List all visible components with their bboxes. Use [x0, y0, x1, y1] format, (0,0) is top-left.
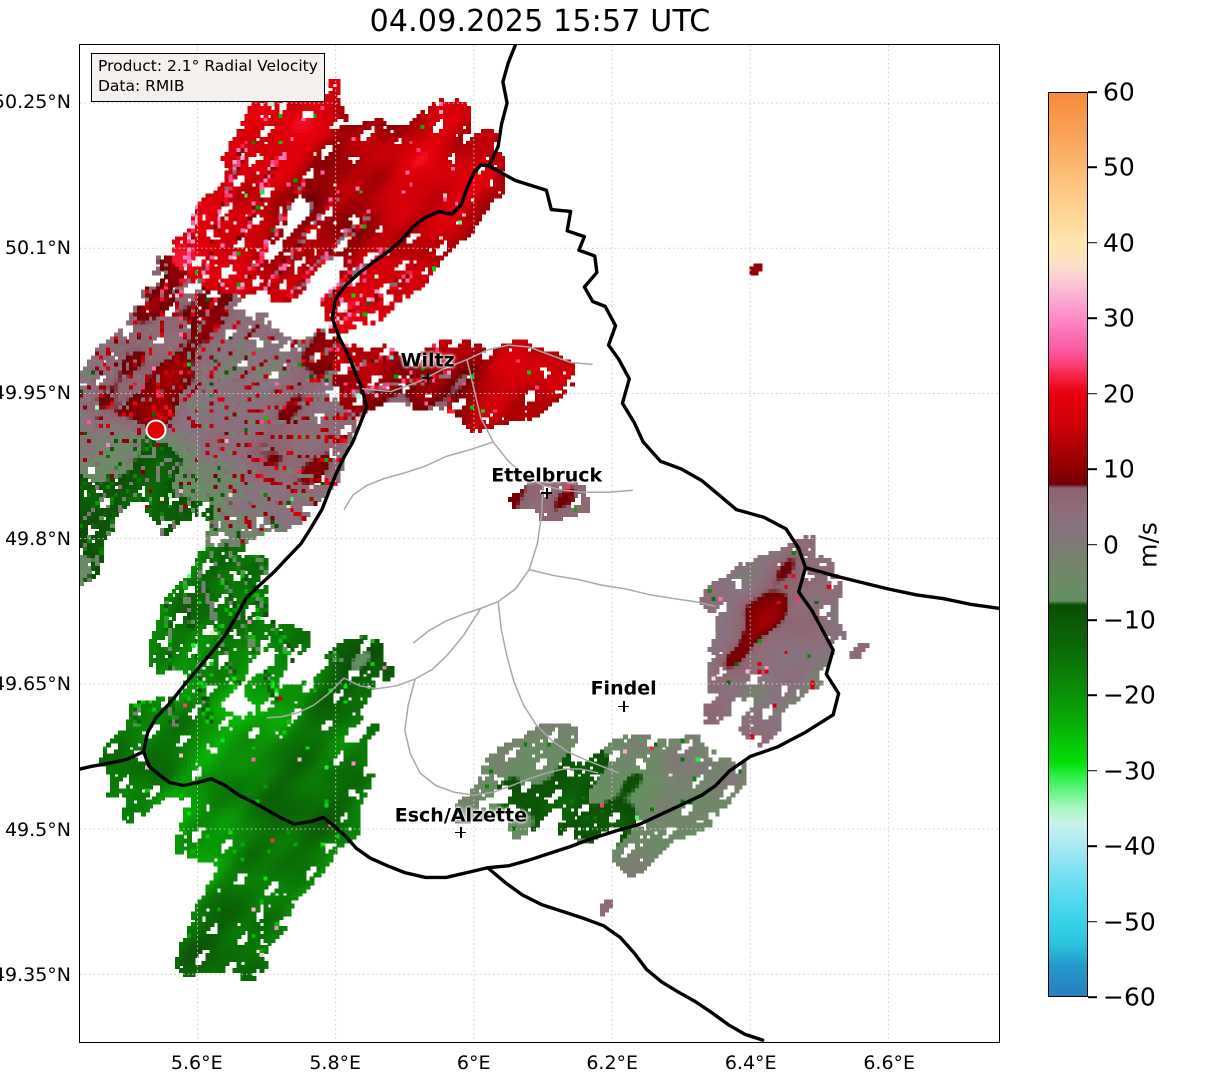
- map-vector-layer: [80, 45, 999, 1042]
- colorbar-tick: [1088, 242, 1097, 244]
- longitude-tick-label: 5.6°E: [170, 1052, 223, 1074]
- colorbar-tick: [1088, 392, 1097, 395]
- longitude-tick-label: 5.8°E: [309, 1052, 362, 1074]
- colorbar-axis-label: m/s: [1133, 522, 1163, 568]
- colorbar-tick: [1088, 166, 1097, 169]
- radar-site-marker: [145, 419, 167, 441]
- page-title: 04.09.2025 15:57 UTC: [369, 4, 711, 39]
- longitude-tick-label: 6.6°E: [863, 1052, 916, 1074]
- city-marker: Findel: [591, 678, 657, 712]
- internal-boundary: [266, 677, 345, 719]
- longitude-tick-label: 6.2°E: [586, 1052, 639, 1074]
- colorbar-tick-label: 50: [1103, 152, 1135, 182]
- colorbar-tick: [1088, 317, 1097, 320]
- city-marker: Ettelbruck: [491, 465, 602, 499]
- internal-boundary: [412, 485, 544, 644]
- colorbar-tick: [1088, 845, 1097, 847]
- colorbar-gradient: [1048, 92, 1088, 997]
- internal-boundary: [528, 568, 716, 608]
- latitude-tick-label: 49.95°N: [0, 382, 71, 405]
- colorbar-tick: [1088, 543, 1097, 546]
- national-border: [487, 45, 518, 168]
- colorbar-tick-label: −10: [1103, 605, 1156, 635]
- city-marker: Esch/Alzette: [395, 804, 527, 839]
- colorbar-tick: [1088, 91, 1097, 93]
- radar-reflectivity-layer: [80, 45, 999, 1042]
- latitude-tick-label: 49.65°N: [0, 673, 71, 696]
- product-legend-box: Product: 2.1° Radial Velocity Data: RMIB: [91, 53, 325, 102]
- colorbar-tick: [1088, 920, 1097, 923]
- internal-boundary: [361, 344, 593, 393]
- city-label: Findel: [590, 677, 657, 700]
- city-cross-icon: [455, 827, 467, 839]
- national-border-luxembourg: [141, 163, 841, 880]
- national-border: [486, 866, 765, 1042]
- map-axes[interactable]: Product: 2.1° Radial Velocity Data: RMIB…: [79, 44, 1000, 1043]
- city-label: Wiltz: [400, 349, 455, 372]
- colorbar-tick-label: 0: [1103, 530, 1119, 559]
- colorbar-tick-label: 10: [1103, 454, 1135, 484]
- latitude-tick-label: 49.35°N: [0, 964, 71, 987]
- latitude-tick-label: 49.8°N: [4, 527, 71, 550]
- colorbar-tick-label: 40: [1103, 228, 1135, 258]
- longitude-tick-label: 6°E: [456, 1052, 491, 1074]
- internal-boundary: [343, 441, 494, 511]
- colorbar-tick-label: 30: [1103, 303, 1135, 333]
- colorbar-tick-label: −30: [1103, 756, 1156, 786]
- city-marker: Wiltz: [401, 349, 455, 384]
- internal-boundary: [343, 607, 482, 690]
- legend-data-line: Data: RMIB: [98, 76, 185, 95]
- internal-boundary: [466, 359, 633, 493]
- colorbar-tick-label: 60: [1103, 77, 1135, 107]
- city-label: Esch/Alzette: [394, 804, 527, 827]
- legend-product-line: Product: 2.1° Radial Velocity: [98, 57, 318, 75]
- colorbar-tick: [1088, 769, 1097, 772]
- city-cross-icon: [541, 487, 553, 499]
- colorbar-tick-label: −60: [1103, 982, 1156, 1012]
- colorbar-tick-label: −50: [1103, 907, 1156, 937]
- latitude-tick-label: 50.1°N: [4, 236, 71, 259]
- colorbar-tick: [1088, 468, 1097, 470]
- national-border: [803, 565, 999, 611]
- colorbar-tick: [1088, 694, 1097, 697]
- colorbar-tick: [1088, 619, 1097, 621]
- internal-boundary: [497, 601, 620, 774]
- colorbar-tick-label: −40: [1103, 831, 1156, 861]
- national-border: [80, 749, 146, 771]
- colorbar-tick-label: −20: [1103, 680, 1156, 710]
- city-label: Ettelbruck: [491, 464, 603, 487]
- latitude-tick-label: 50.25°N: [0, 91, 71, 114]
- colorbar[interactable]: 60 50 40 30 20 10 0 −10 −20 −30 −40 −50 −60: [1048, 78, 1156, 1012]
- colorbar-tick: [1088, 996, 1097, 998]
- city-cross-icon: [618, 700, 630, 712]
- longitude-tick-label: 6.4°E: [724, 1052, 777, 1074]
- city-cross-icon: [422, 372, 434, 384]
- colorbar-tick-label: 20: [1103, 379, 1135, 409]
- internal-boundary: [404, 678, 599, 796]
- latitude-tick-label: 49.5°N: [4, 818, 71, 841]
